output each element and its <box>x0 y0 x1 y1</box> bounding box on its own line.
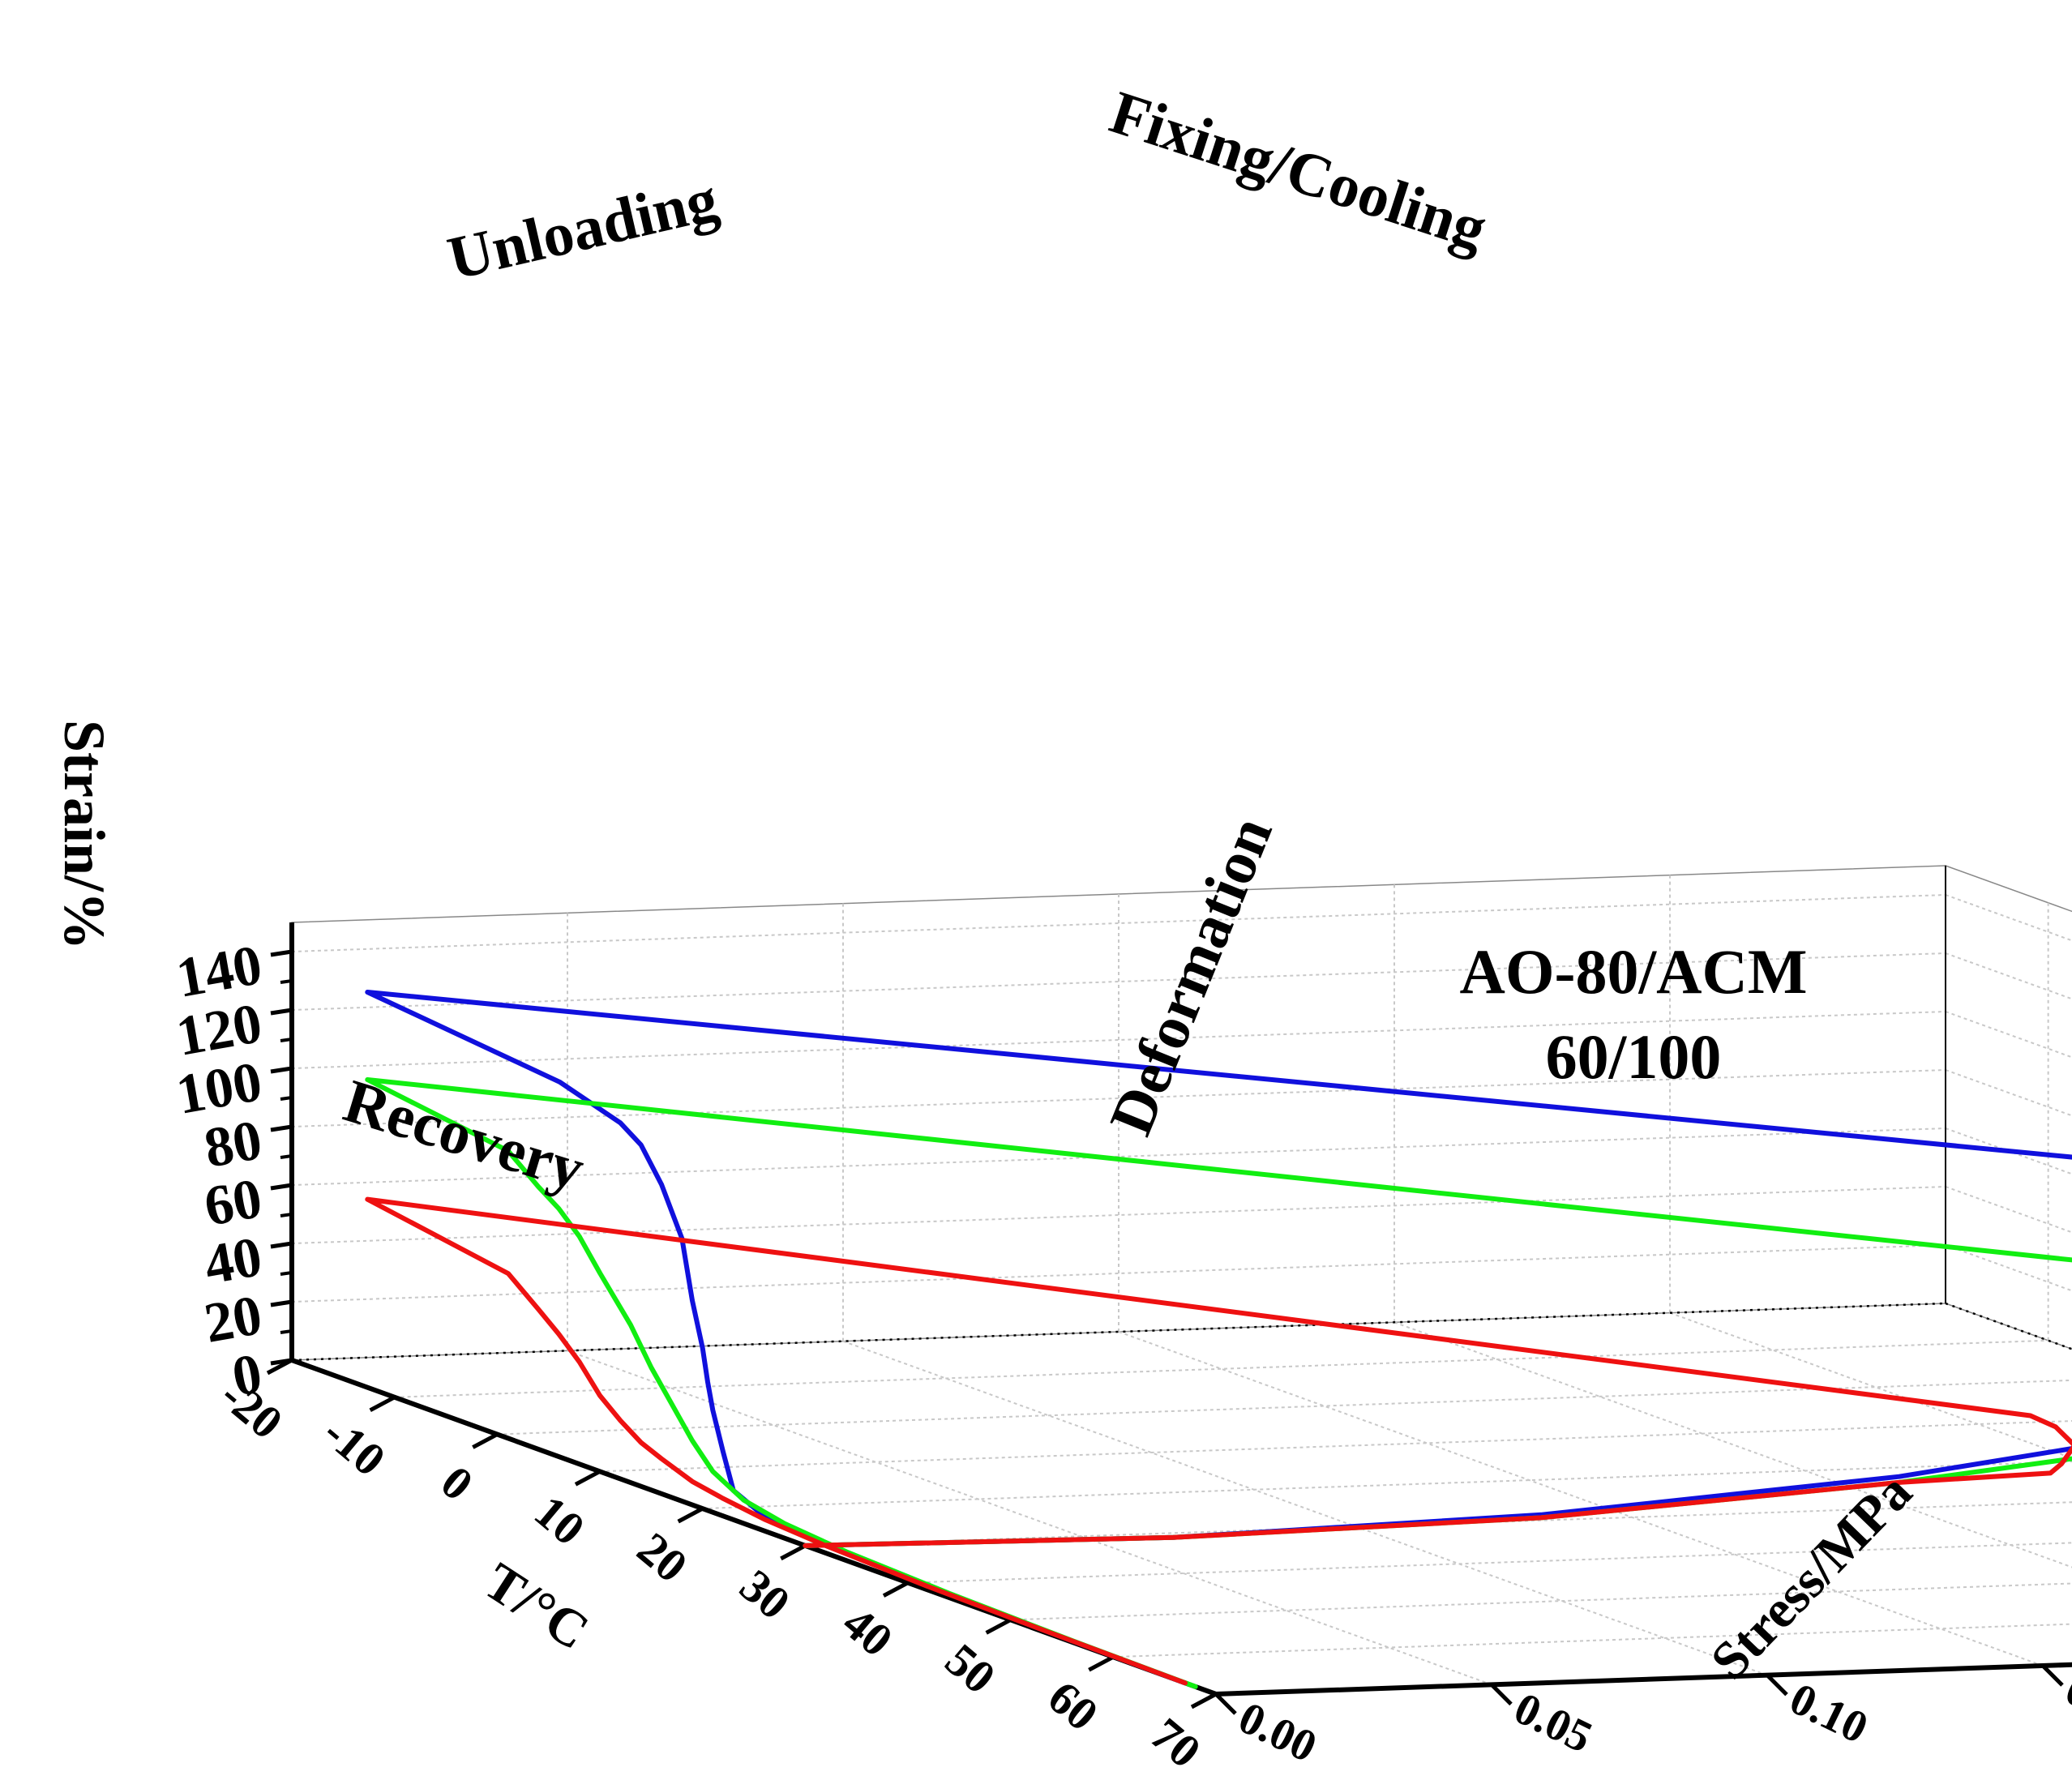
x-tick-label: 40 <box>833 1596 902 1667</box>
z-tick <box>270 1124 293 1132</box>
series-line-red <box>365 1196 2072 1686</box>
x-tick <box>574 1470 601 1487</box>
z-axis-title: Strain/% <box>52 720 117 950</box>
annotation-deformation: Deformation <box>1097 807 1286 1144</box>
x-tick <box>1190 1692 1218 1709</box>
y-tick-label: 0.00 <box>1231 1692 1324 1773</box>
x-tick <box>1088 1655 1115 1672</box>
x-tick-label: 0 <box>431 1455 483 1510</box>
x-tick <box>472 1432 499 1449</box>
x-tick-label: 60 <box>1038 1671 1108 1741</box>
z-tick <box>270 1358 293 1366</box>
sample-label-line2: 60/100 <box>1546 1021 1722 1092</box>
z-tick-label: 80 <box>199 1109 266 1180</box>
z-tick <box>270 1066 293 1074</box>
z-tick-label: 120 <box>172 992 267 1068</box>
z-tick <box>270 1008 293 1016</box>
z-tick <box>270 949 293 957</box>
z-tick-label: 20 <box>199 1284 266 1355</box>
wall-grid-line <box>1945 1069 2072 1117</box>
floor-grid-line <box>1669 1311 2072 1459</box>
y-tick-label: 0.10 <box>1782 1674 1875 1754</box>
z-minor-tick <box>280 1271 293 1276</box>
z-tick <box>270 1241 293 1249</box>
floor-grid-line <box>1113 1623 2072 1658</box>
x-tick-label: -10 <box>314 1406 396 1486</box>
wall-grid-line <box>1945 1011 2072 1059</box>
x-tick-label: 30 <box>730 1559 800 1629</box>
x-tick <box>985 1618 1012 1635</box>
floor-grid-line <box>567 1350 1492 1686</box>
floor-grid-line <box>1393 1321 2072 1568</box>
annotation-unloading: Unloading <box>442 165 724 293</box>
series-line-green <box>365 1077 2072 1689</box>
floor-grid-line <box>1118 1331 2044 1667</box>
y-tick <box>1490 1683 1513 1706</box>
wall-grid-line <box>1945 952 2072 1000</box>
x-tick <box>882 1581 910 1598</box>
z-minor-tick <box>280 1096 293 1101</box>
wall-grid-line <box>1945 894 2072 942</box>
z-minor-tick <box>280 1213 293 1217</box>
x-tick-label: 50 <box>935 1633 1005 1704</box>
series-lines <box>365 990 2072 1689</box>
y-tick <box>1766 1673 1788 1697</box>
z-tick <box>270 1299 293 1307</box>
y-tick <box>1214 1692 1237 1715</box>
z-tick-label: 140 <box>172 934 267 1010</box>
z-minor-tick <box>280 1038 293 1042</box>
tick-marks <box>266 949 2064 1715</box>
x-tick <box>369 1395 396 1412</box>
z-minor-tick <box>280 1329 293 1334</box>
sample-label-line1: AO-80/ACM <box>1460 936 1808 1007</box>
z-tick-label: 60 <box>199 1167 266 1239</box>
z-tick-label: 40 <box>199 1226 266 1297</box>
x-tick-label: 10 <box>524 1485 594 1555</box>
annotation-recovery: Recovery <box>336 1067 592 1204</box>
y-tick-label: 0.15 <box>2057 1664 2072 1744</box>
z-minor-tick <box>280 1154 293 1159</box>
z-tick-label: 100 <box>172 1050 267 1127</box>
y-axis-line <box>1215 1662 2072 1697</box>
floor-edge-line <box>291 1302 1946 1362</box>
x-tick <box>677 1506 704 1524</box>
x-tick-label: 20 <box>627 1522 697 1593</box>
floor-grid-line <box>599 1420 2072 1473</box>
y-tick-label: 0.05 <box>1506 1683 1599 1763</box>
z-tick <box>270 1183 293 1191</box>
x-tick <box>780 1543 807 1561</box>
annotation-fixing: Fixing/Cooling <box>1102 78 1495 263</box>
x-tick-label: 70 <box>1141 1708 1210 1778</box>
z-minor-tick <box>280 979 293 984</box>
x-axis-title: T/°C <box>474 1551 599 1662</box>
y-tick <box>2041 1664 2064 1687</box>
grid-lines <box>291 866 2072 1686</box>
floor-grid-line <box>1010 1582 2072 1621</box>
floor-grid-line <box>842 1340 1768 1676</box>
